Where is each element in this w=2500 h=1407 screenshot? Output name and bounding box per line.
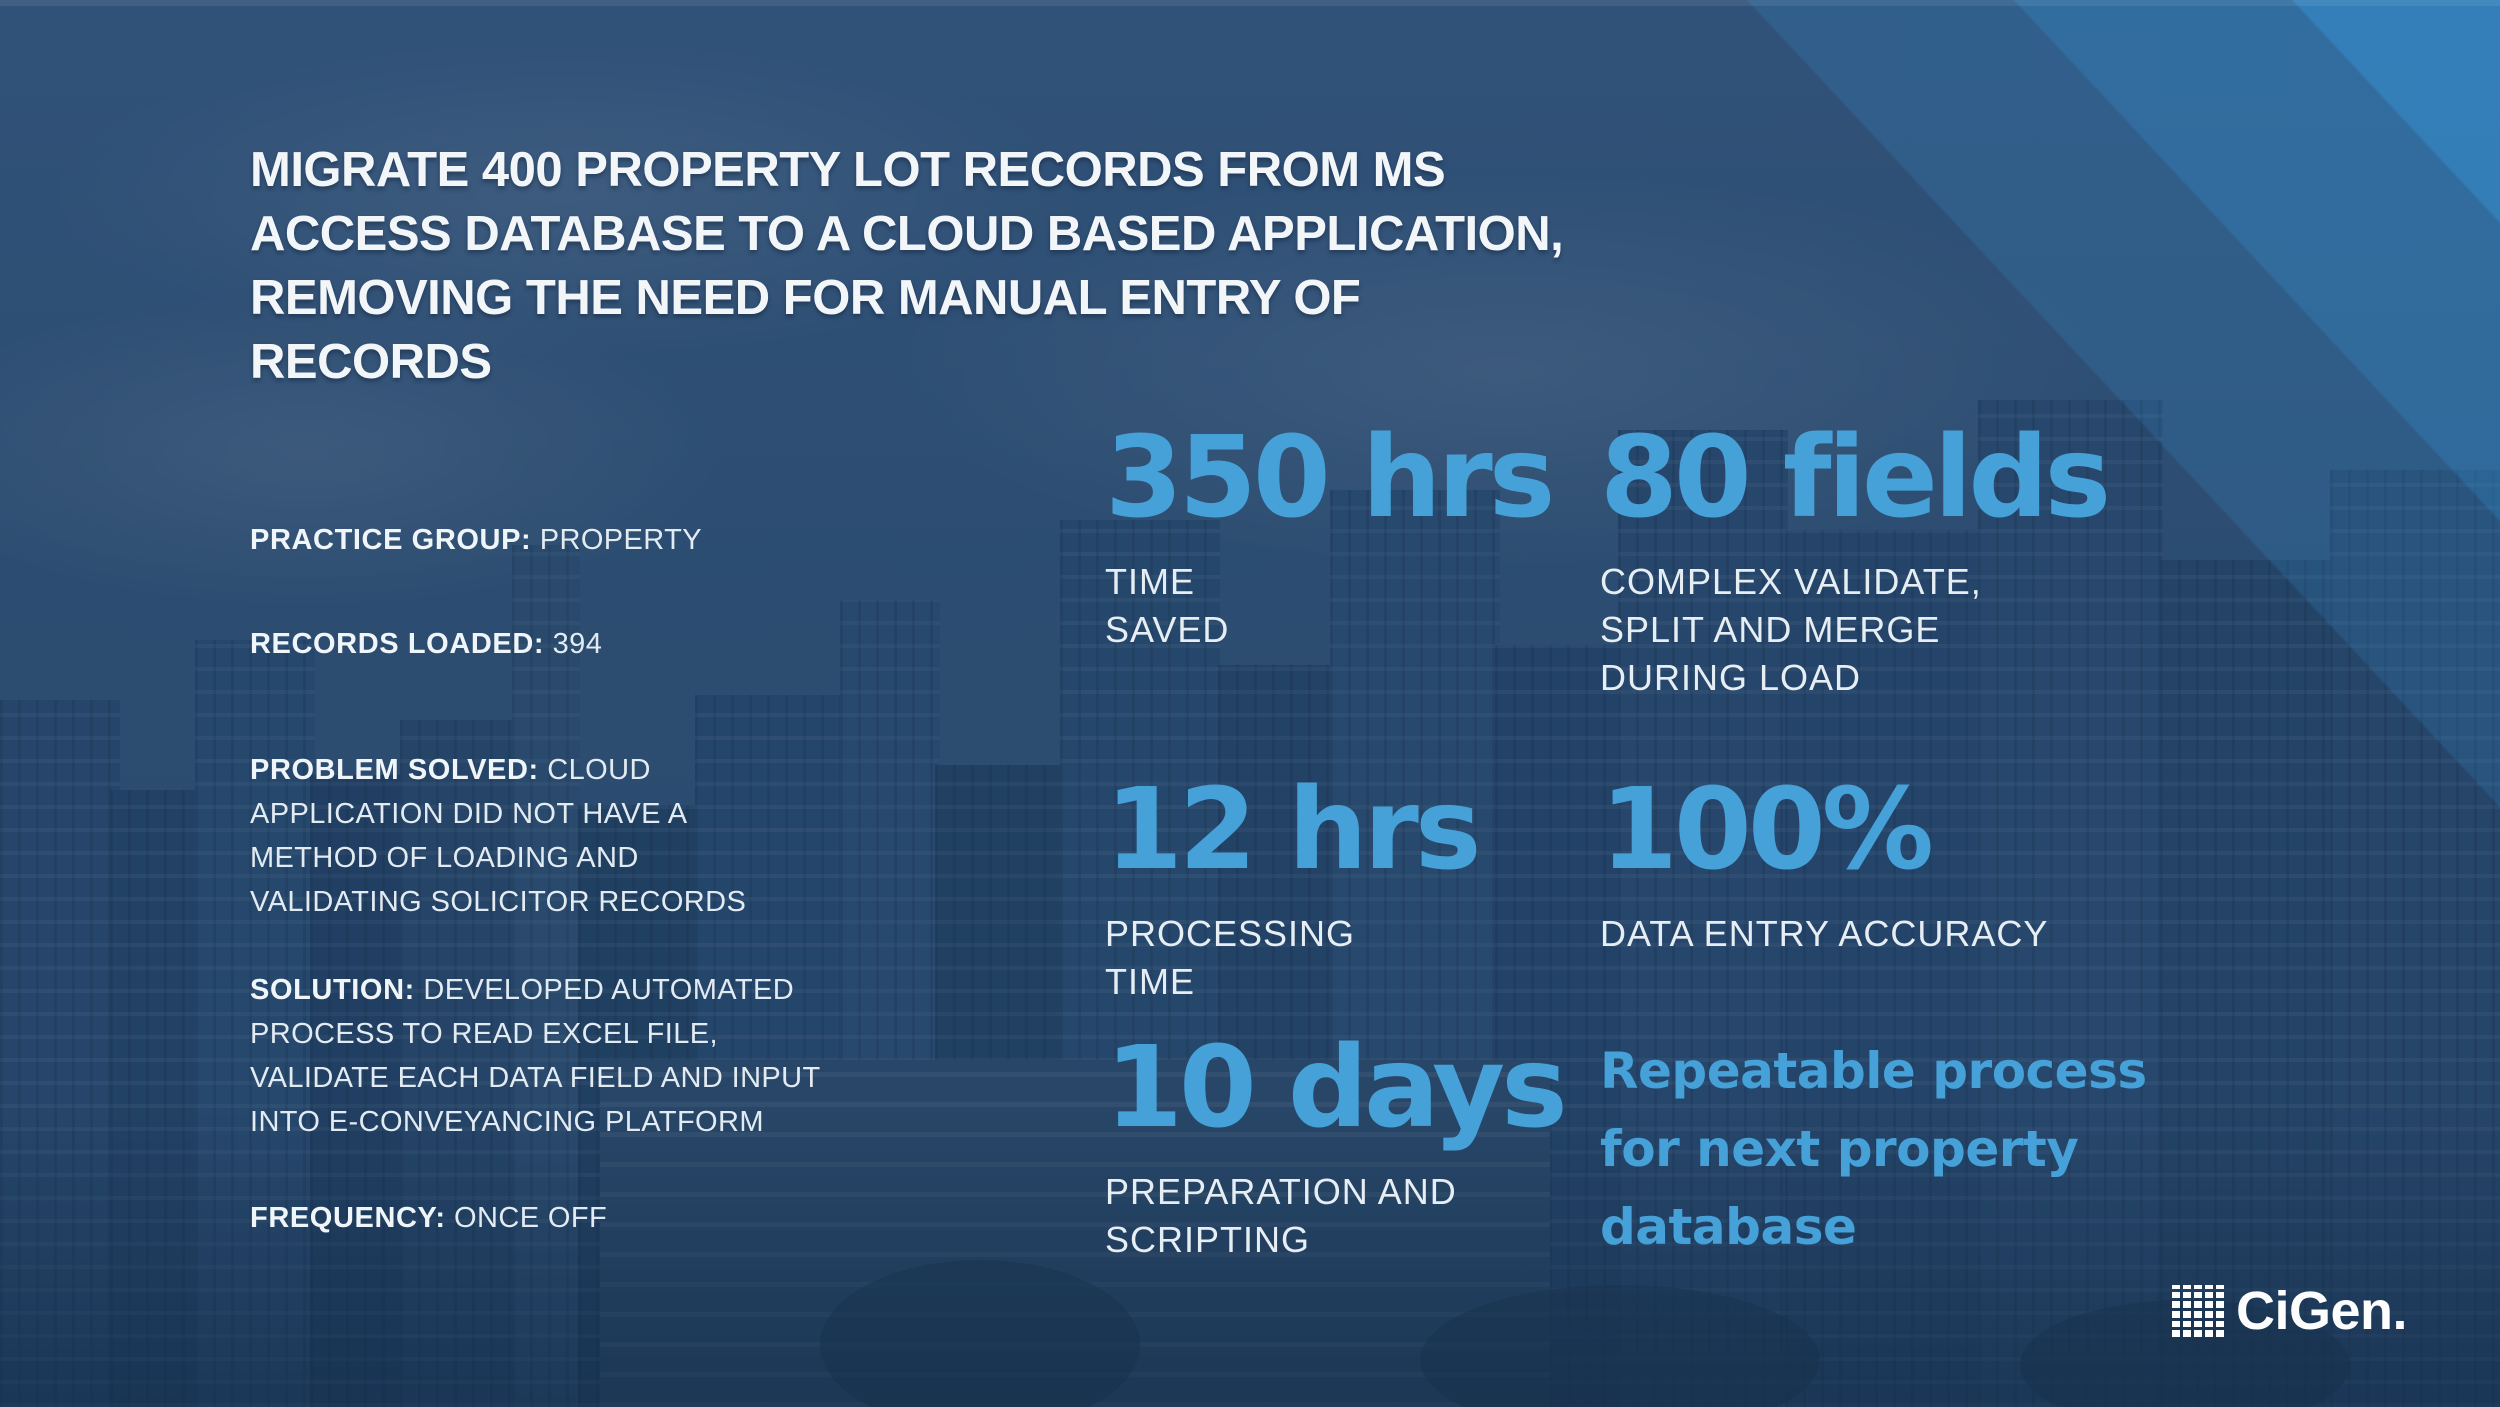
stat-accuracy: 100% DATA ENTRY ACCURACY <box>1600 765 2049 958</box>
stat-time-saved: 350 hrs TIME SAVED <box>1105 413 1555 654</box>
stat-label: TIME SAVED <box>1105 560 1230 650</box>
detail-label: SOLUTION: <box>250 974 415 1006</box>
stat-label: PREPARATION AND SCRIPTING <box>1105 1170 1457 1260</box>
stat-fields: 80 fields COMPLEX VALIDATE, SPLIT AND ME… <box>1600 413 2111 702</box>
detail-records-loaded: RECORDS LOADED: 394 <box>250 622 1110 666</box>
stat-processing-time: 12 hrs PROCESSING TIME <box>1105 765 1481 1006</box>
stat-value: 12 hrs <box>1105 765 1481 895</box>
stat-value: 10 days <box>1105 1023 1568 1153</box>
page-title: MIGRATE 400 PROPERTY LOT RECORDS FROM MS… <box>250 143 1564 389</box>
detail-label: PROBLEM SOLVED: <box>250 754 539 786</box>
detail-solution: SOLUTION: DEVELOPED AUTOMATED PROCESS TO… <box>250 968 1110 1144</box>
cigen-logo: CiGen. <box>2172 1281 2408 1341</box>
detail-practice-group: PRACTICE GROUP: PROPERTY <box>250 518 1110 562</box>
stat-value: 100% <box>1600 765 1934 895</box>
detail-label: PRACTICE GROUP: <box>250 524 532 556</box>
stat-label: COMPLEX VALIDATE, SPLIT AND MERGE DURING… <box>1600 560 1982 698</box>
stat-label: PROCESSING TIME <box>1105 912 1356 1002</box>
detail-label: FREQUENCY: <box>250 1202 446 1234</box>
detail-problem-solved: PROBLEM SOLVED: CLOUD APPLICATION DID NO… <box>250 748 1110 924</box>
detail-value: ONCE OFF <box>454 1202 608 1234</box>
top-edge-highlight <box>0 0 2500 6</box>
stat-value: 350 hrs <box>1105 413 1555 543</box>
logo-wordmark: CiGen. <box>2236 1281 2408 1341</box>
detail-value: 394 <box>552 628 603 660</box>
detail-value: DEVELOPED AUTOMATED PROCESS TO READ EXCE… <box>250 974 821 1138</box>
detail-value: CLOUD APPLICATION DID NOT HAVE A METHOD … <box>250 754 747 918</box>
stat-label: DATA ENTRY ACCURACY <box>1600 912 2049 954</box>
highlight-statement: Repeatable process for next property dat… <box>1600 1042 2147 1256</box>
stat-preparation: 10 days PREPARATION AND SCRIPTING <box>1105 1023 1568 1264</box>
stat-value: 80 fields <box>1600 413 2111 543</box>
detail-frequency: FREQUENCY: ONCE OFF <box>250 1196 1110 1240</box>
detail-value: PROPERTY <box>539 524 702 556</box>
detail-label: RECORDS LOADED: <box>250 628 545 660</box>
pixel-grid-icon <box>2172 1285 2224 1337</box>
